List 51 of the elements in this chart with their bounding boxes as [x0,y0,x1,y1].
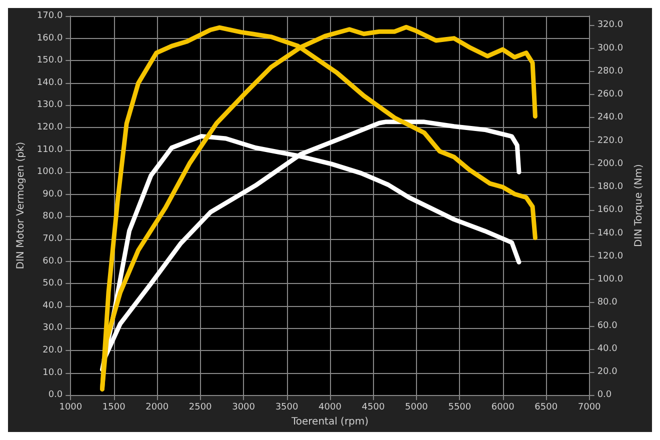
y-tick-label: 140.0 [36,78,63,88]
y2-tick-label: 60.0 [597,320,618,331]
y-tick-label: 100.0 [36,167,63,178]
x-tick-label: 7000 [578,402,602,413]
x-tick-label: 1500 [102,402,126,413]
y-tick-label: 120.0 [36,122,63,132]
x-tick-label: 5500 [448,402,472,413]
y-tick-label: 60.0 [42,256,63,266]
y2-tick-label: 300.0 [597,43,624,54]
y2-tick-label: 240.0 [597,112,624,123]
y2-tick-label: 0.0 [597,390,612,400]
y-tick-label: 70.0 [42,234,63,244]
y2-tick-label: 20.0 [597,366,618,377]
y-tick-label: 0.0 [48,390,63,400]
x-tick-label: 6000 [491,402,515,413]
x-tick-label: 3000 [232,402,256,413]
y2-tick-label: 200.0 [597,158,624,169]
x-tick-label: 4000 [318,402,342,413]
y2-tick-label: 220.0 [597,136,624,146]
x-tick-label: 2500 [188,402,212,413]
y-tick-label: 170.0 [36,11,63,21]
y2-tick-label: 120.0 [597,251,624,262]
y2-tick-label: 160.0 [597,205,624,216]
y-tick-label: 50.0 [42,278,63,289]
x-tick-label: 1000 [59,402,82,413]
y-tick-label: 150.0 [36,56,63,66]
y-tick-label: 160.0 [36,33,63,44]
y-tick-label: 90.0 [42,189,63,200]
y-tick-label: 130.0 [36,100,63,110]
y2-axis-title: DIN Torque (Nm) [634,164,644,247]
y2-tick-label: 320.0 [597,20,624,30]
x-axis-title: Toerental (rpm) [290,416,369,428]
y-tick-label: 10.0 [42,368,63,378]
y-axis-title: DIN Motor Vermogen (pk) [16,142,26,270]
y-tick-label: 20.0 [42,346,63,356]
y2-tick-label: 140.0 [597,228,624,238]
x-tick-label: 3500 [275,402,299,413]
x-tick-label: 5000 [404,402,428,413]
x-tick-label: 4500 [362,402,385,413]
y-tick-label: 40.0 [42,300,63,311]
x-tick-label: 6500 [534,402,558,413]
y2-tick-label: 80.0 [597,298,618,308]
y-tick-label: 80.0 [42,212,63,222]
y2-tick-label: 280.0 [597,66,624,76]
y-tick-label: 30.0 [42,323,63,334]
x-tick-label: 2000 [146,402,169,413]
y2-tick-label: 100.0 [597,274,624,285]
y-tick-label: 110.0 [36,144,63,155]
y2-tick-label: 260.0 [597,90,624,100]
y2-tick-label: 180.0 [597,182,624,192]
y2-tick-label: 40.0 [597,344,618,354]
